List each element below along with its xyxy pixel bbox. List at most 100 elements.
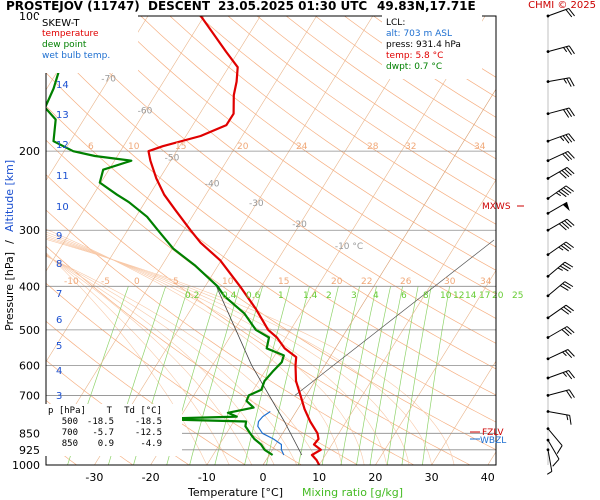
wind-barb	[546, 185, 574, 200]
wind-barb-shaft	[547, 45, 570, 53]
isotherm-line	[318, 179, 496, 465]
wind-barbs	[546, 8, 575, 475]
wind-barb-flag	[559, 285, 569, 291]
wind-barb-shaft	[547, 241, 567, 256]
mixing-ratio-label: 14	[465, 291, 477, 301]
adiabat-label: 10	[128, 142, 140, 152]
x-tick-label: 40	[481, 471, 495, 484]
wind-barb-shaft	[547, 261, 566, 277]
adiabat-label: 15	[175, 142, 186, 152]
isotherm-line	[206, 16, 486, 465]
legend-item-temperature: temperature	[42, 29, 99, 39]
table-row: 850 0.9 -4.9	[48, 439, 182, 450]
wind-barb-flag	[565, 134, 573, 143]
mixing-ratio-line	[189, 286, 241, 465]
wind-barb-flag	[569, 415, 572, 425]
dry-adiabat-line	[46, 39, 496, 370]
altitude-tick-label: 11	[56, 171, 69, 182]
y-axis-titles: Pressure [hPa] / Altitude [km]	[3, 160, 16, 331]
wind-barb	[546, 410, 572, 425]
wbzl-label: WBZL	[480, 436, 506, 446]
dry-adiabat-line	[140, 16, 496, 271]
wind-barb-dot	[546, 228, 550, 232]
dry-adiabat-line	[402, 16, 496, 78]
isotherm-line	[46, 16, 205, 272]
mixing-ratio-label: 20	[492, 291, 504, 301]
wind-barb	[546, 150, 575, 163]
adiabat-label: 24	[296, 142, 308, 152]
lcl-guide-line	[294, 239, 495, 396]
altitude-tick-label: 14	[56, 80, 69, 91]
wind-barb-flag	[564, 152, 573, 160]
lcl-alt: alt: 703 m ASL	[386, 29, 452, 39]
wind-barb-flag	[565, 9, 573, 18]
sounding-mode: DESCENT	[148, 0, 211, 13]
altitude-tick-label: 10	[56, 202, 69, 213]
wind-barb-flag	[560, 308, 570, 315]
pressure-tick-label: 700	[19, 389, 40, 402]
wind-barb	[546, 201, 570, 215]
lcl-dwpt: dwpt: 0.7 °C	[386, 62, 443, 72]
wind-barb-shaft	[547, 133, 569, 142]
wind-barb-pennant	[562, 202, 570, 212]
station-title: PROSTEJOV (11747)	[6, 0, 140, 13]
wind-barb-flag	[563, 243, 572, 250]
y-axis-title-altitude: Altitude [km]	[3, 160, 16, 232]
col-header-td: Td [°C]	[124, 406, 162, 416]
wind-barb-flag	[568, 133, 575, 142]
plot-area: -80 °C-70-60-50-40-30-20-10 °C6101520242…	[46, 16, 523, 465]
wind-barb-half-flag	[557, 267, 563, 271]
dry-adiabat-line	[315, 16, 496, 139]
wind-barb-shaft	[547, 349, 569, 360]
isotherm-label: -10 °C	[335, 242, 363, 252]
lcl-temp: temp: 5.8 °C	[386, 51, 444, 61]
mixing-ratio-line	[214, 286, 263, 465]
wind-barb-dot	[546, 427, 550, 431]
wind-barb-shaft	[547, 439, 560, 460]
altitude-tick-label: 4	[56, 366, 62, 377]
adiabat-label: 28	[367, 142, 379, 152]
wind-barb	[546, 448, 553, 475]
wind-barb-flag	[558, 223, 567, 231]
mixing-ratio-label: 3	[351, 291, 357, 301]
x-tick-label: 30	[425, 471, 439, 484]
pressure-tick-label: 100	[19, 10, 40, 23]
wind-barb-dot	[546, 159, 550, 163]
wind-barb-flag	[566, 326, 575, 334]
credit-label: CHMI © 2025	[528, 0, 596, 11]
wind-barb-flag	[560, 245, 570, 252]
wind-barb-flag	[564, 261, 574, 268]
mixing-ratio-label: 0.4	[222, 291, 237, 301]
table-row: 500 -18.5 -18.5	[48, 417, 182, 428]
pressure-tick-label: 500	[19, 324, 40, 337]
wind-barb-flag	[561, 329, 570, 337]
wind-barb-shaft	[547, 281, 566, 297]
wind-barb-dot	[546, 197, 550, 200]
wind-barb	[546, 8, 575, 18]
pressure-tick-label: 1000	[12, 459, 40, 472]
wind-barb-flag	[561, 221, 570, 229]
cell-t: -5.7	[92, 428, 114, 438]
wind-barb-shaft	[547, 370, 569, 379]
isotherm-line	[46, 16, 261, 363]
wind-barb-flag	[564, 168, 572, 176]
dry-adiabat-line	[46, 282, 302, 465]
pressure-tick-label: 600	[19, 359, 40, 372]
wind-barb-dot	[546, 253, 550, 257]
mixing-ratio-label: 10	[440, 291, 452, 301]
adiabat-label: 5	[173, 277, 179, 287]
series-dew-point	[46, 16, 285, 456]
col-header-p: p [hPa]	[48, 406, 86, 416]
mixing-ratio-label: 17	[479, 291, 490, 301]
dry-adiabat-line	[198, 16, 496, 225]
wind-barb-flag	[552, 458, 560, 467]
isotherm-line	[46, 16, 149, 182]
dry-adiabat-line	[82, 16, 496, 319]
y-axis-separator: /	[3, 240, 16, 244]
adiabat-label: 22	[361, 277, 372, 287]
mixing-ratio-label: 12	[453, 291, 464, 301]
wind-barb-dot	[546, 448, 550, 452]
wind-barb-flag	[563, 306, 572, 313]
isotherm-line	[46, 16, 317, 453]
station-coords: 49.83N,17.71E	[377, 0, 476, 13]
